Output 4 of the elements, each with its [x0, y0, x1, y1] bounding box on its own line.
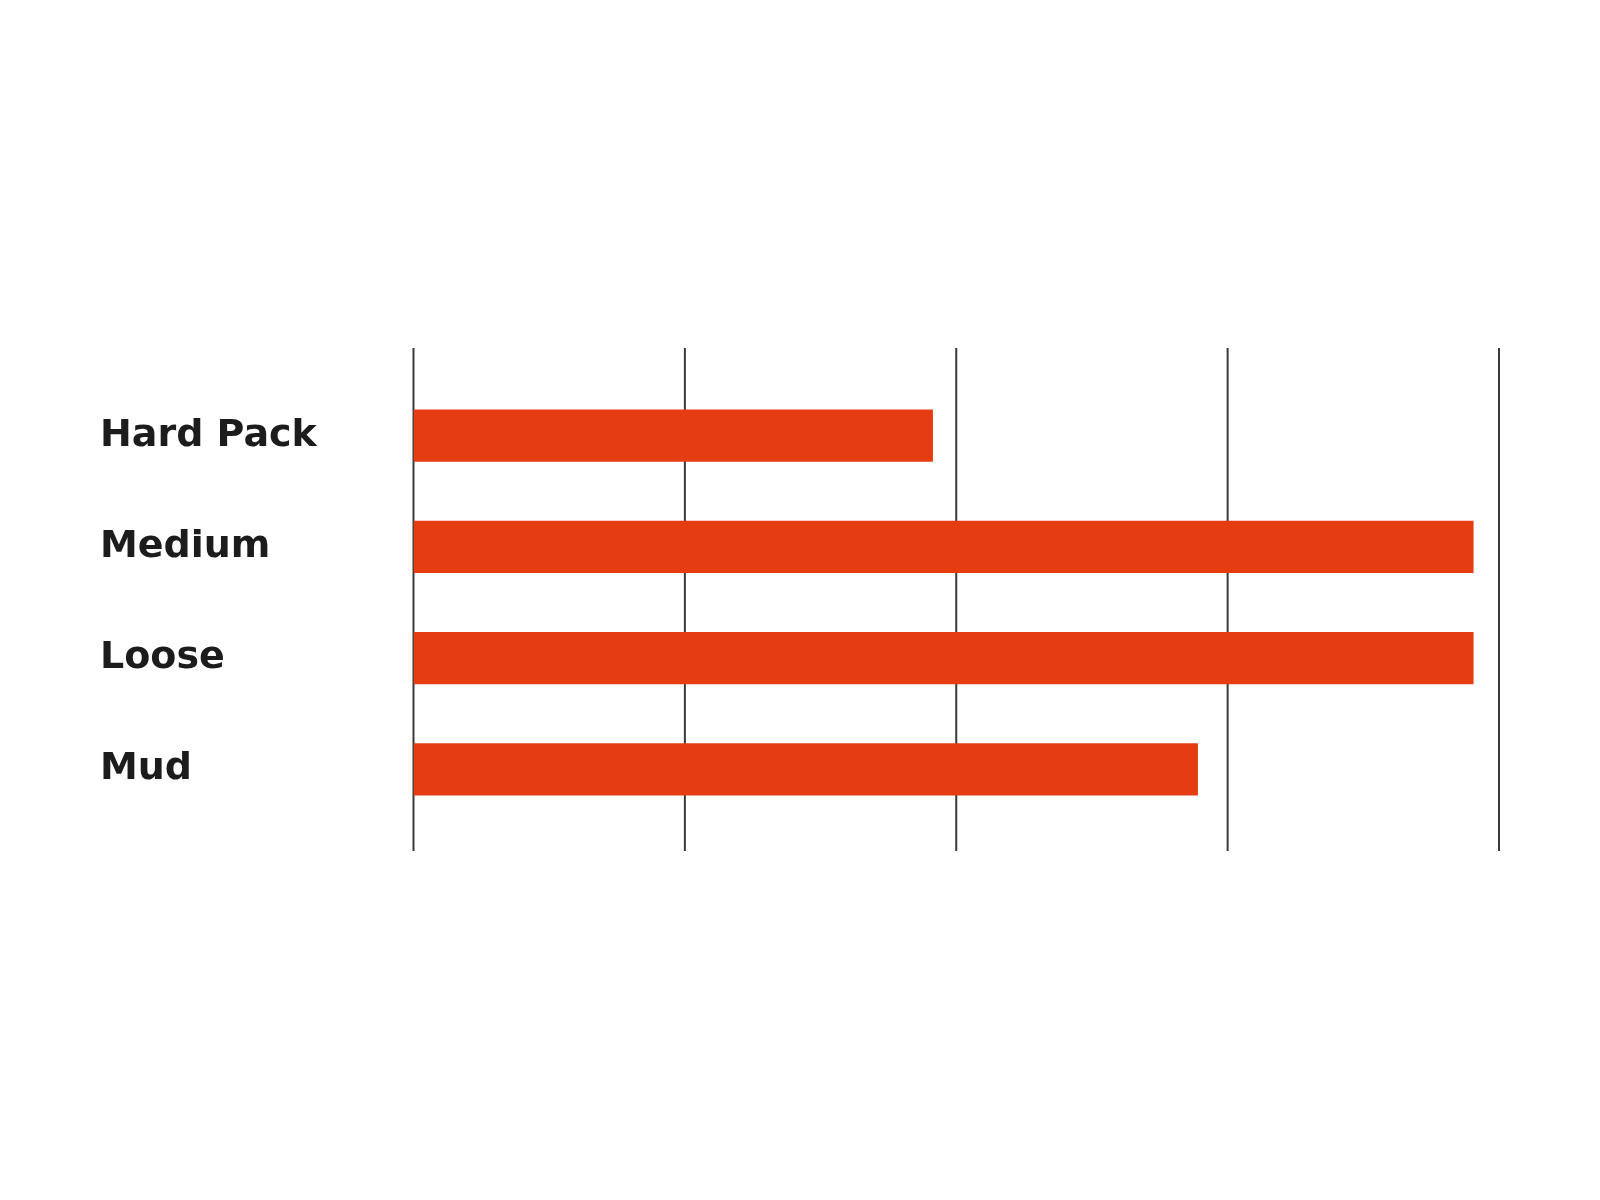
- y-tick-label: Mud: [100, 744, 193, 789]
- y-tick-label: Medium: [100, 521, 271, 566]
- y-tick-label: Hard Pack: [100, 410, 318, 455]
- y-tick-label: Loose: [100, 633, 225, 677]
